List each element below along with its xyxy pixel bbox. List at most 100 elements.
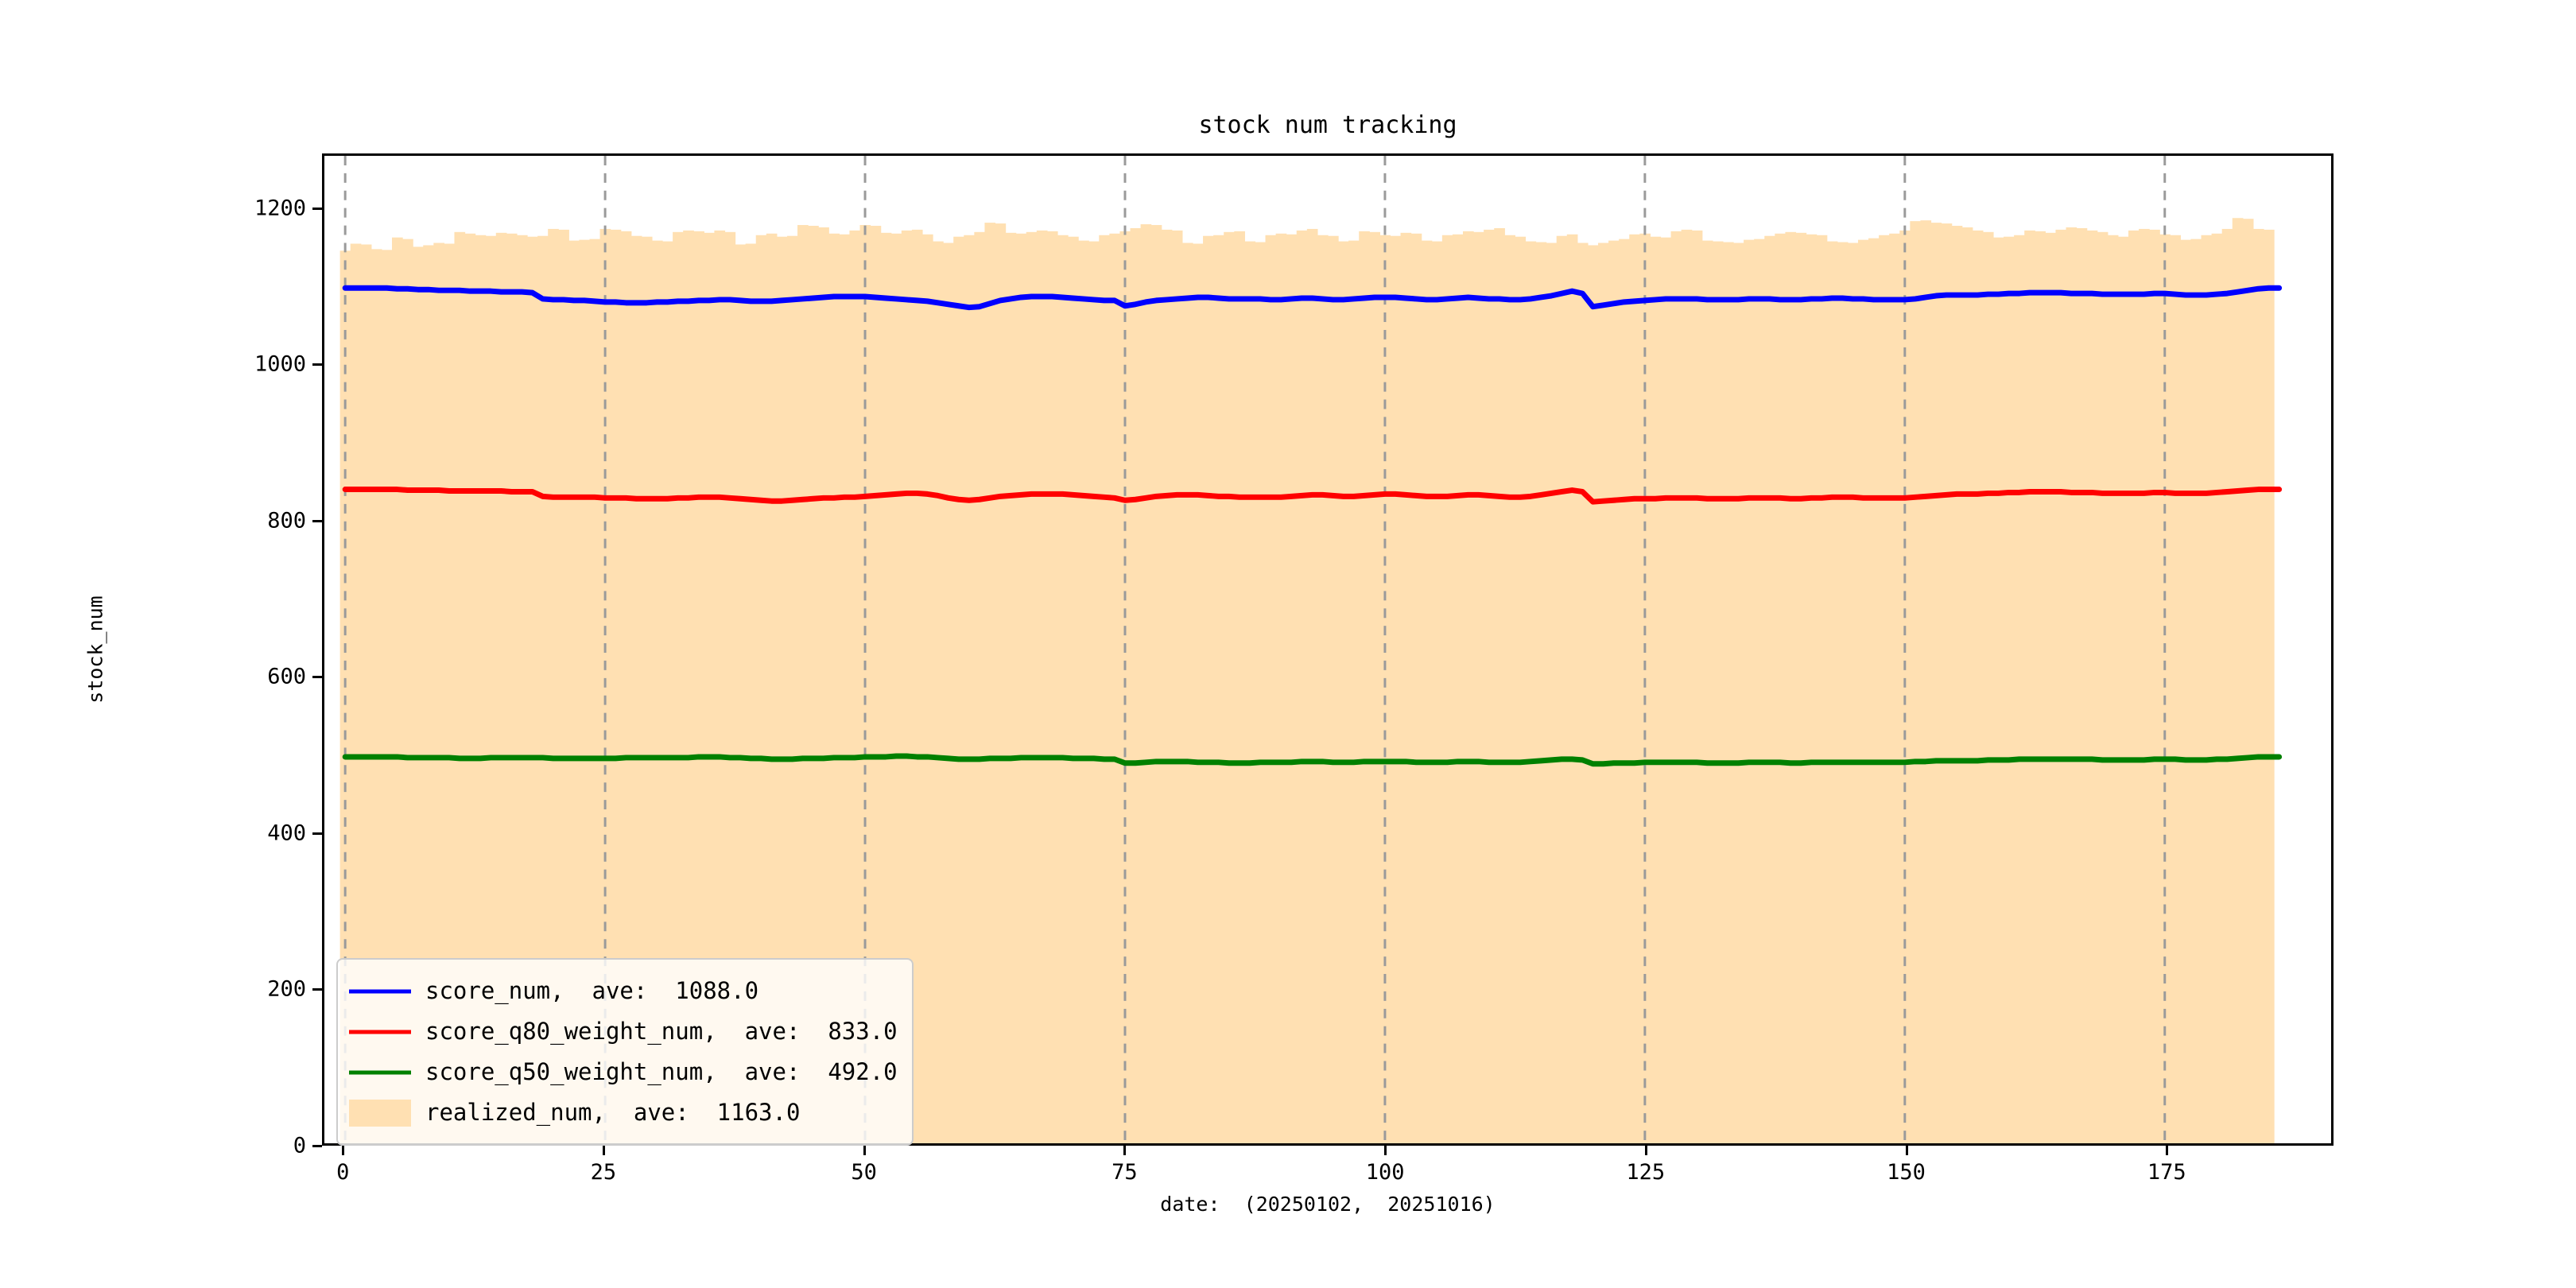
bar bbox=[808, 226, 819, 1143]
bar bbox=[995, 223, 1007, 1143]
legend-item-score-num[interactable]: score_num, ave: 1088.0 bbox=[349, 971, 898, 1011]
bar bbox=[381, 250, 393, 1143]
bar bbox=[1441, 235, 1453, 1143]
bar bbox=[423, 245, 434, 1143]
bar bbox=[1826, 241, 1838, 1143]
bar bbox=[1587, 245, 1599, 1143]
y-tick-label: 800 bbox=[267, 508, 306, 533]
bar bbox=[1566, 234, 1578, 1143]
series-line-score-q80-weight-num bbox=[342, 487, 2283, 505]
y-tick-label: 600 bbox=[267, 664, 306, 689]
y-tick-mark bbox=[312, 832, 322, 835]
bar bbox=[1629, 234, 1640, 1143]
legend-patch-icon bbox=[349, 1099, 411, 1127]
bar bbox=[444, 243, 456, 1143]
bar bbox=[1036, 230, 1048, 1143]
bar bbox=[984, 223, 996, 1143]
bar bbox=[1109, 233, 1121, 1143]
legend-line-icon bbox=[349, 980, 411, 1003]
x-tick-label: 75 bbox=[1111, 1160, 1138, 1185]
bar bbox=[641, 236, 653, 1143]
bar bbox=[1504, 235, 1515, 1143]
bar bbox=[953, 236, 964, 1143]
bar bbox=[1150, 225, 1162, 1143]
y-tick-label: 0 bbox=[293, 1133, 306, 1158]
bar bbox=[1255, 242, 1267, 1143]
bar bbox=[537, 235, 549, 1143]
bar bbox=[1161, 229, 1173, 1143]
bar bbox=[1535, 242, 1547, 1143]
bar bbox=[433, 242, 444, 1143]
legend-item-score-q80-weight-num[interactable]: score_q80_weight_num, ave: 833.0 bbox=[349, 1011, 898, 1052]
chart-title: stock num tracking bbox=[1198, 111, 1457, 139]
bar bbox=[2211, 233, 2223, 1143]
x-tick-mark bbox=[602, 1146, 605, 1155]
bar bbox=[464, 233, 476, 1143]
bar bbox=[589, 239, 601, 1143]
bar bbox=[1234, 231, 1245, 1143]
legend-label: score_q80_weight_num, ave: 833.0 bbox=[425, 1018, 898, 1045]
y-tick-label-group: 0 200 400 600 800 1000 1200 bbox=[155, 153, 306, 1158]
bar bbox=[1816, 235, 1828, 1143]
bar bbox=[683, 230, 694, 1143]
bar bbox=[673, 231, 684, 1143]
legend-label: realized_num, ave: 1163.0 bbox=[425, 1099, 801, 1126]
bar bbox=[2004, 236, 2015, 1143]
bar bbox=[1639, 233, 1651, 1143]
bar bbox=[2024, 230, 2035, 1143]
bar bbox=[1577, 242, 1589, 1143]
legend-item-score-q50-weight-num[interactable]: score_q50_weight_num, ave: 492.0 bbox=[349, 1052, 898, 1092]
bar bbox=[1847, 242, 1859, 1143]
series-line-score-q50-weight-num bbox=[342, 753, 2283, 767]
realized-num-bars bbox=[339, 218, 2275, 1143]
bar bbox=[1806, 234, 1818, 1143]
bar bbox=[1431, 241, 1443, 1143]
bar bbox=[1171, 230, 1183, 1143]
x-tick-mark bbox=[1384, 1146, 1387, 1155]
plot-canvas bbox=[339, 156, 2283, 1143]
bar bbox=[579, 239, 591, 1143]
bar bbox=[454, 231, 466, 1143]
x-tick-mark bbox=[342, 1146, 345, 1155]
y-tick-mark bbox=[312, 207, 322, 210]
x-tick-label: 25 bbox=[590, 1160, 617, 1185]
bar bbox=[1982, 231, 1994, 1143]
bar bbox=[620, 231, 632, 1143]
bar bbox=[1005, 232, 1017, 1143]
bar bbox=[1619, 239, 1630, 1143]
bar bbox=[1494, 227, 1505, 1143]
bar bbox=[921, 234, 933, 1143]
bar bbox=[1130, 227, 1142, 1143]
bar bbox=[1660, 237, 1672, 1143]
bar bbox=[745, 243, 757, 1143]
bar bbox=[1088, 241, 1100, 1143]
bar bbox=[1546, 242, 1558, 1143]
bar bbox=[1213, 235, 1224, 1143]
bar bbox=[2097, 231, 2109, 1143]
bar bbox=[1390, 235, 1402, 1143]
chart-legend[interactable]: score_num, ave: 1088.0 score_q80_weight_n… bbox=[336, 958, 914, 1146]
x-tick-mark bbox=[1644, 1146, 1647, 1155]
bar bbox=[1286, 234, 1298, 1143]
bar bbox=[776, 236, 788, 1143]
x-tick-label: 0 bbox=[336, 1160, 350, 1185]
legend-item-realized-num[interactable]: realized_num, ave: 1163.0 bbox=[349, 1092, 898, 1133]
bar bbox=[1972, 230, 1984, 1143]
bar bbox=[714, 230, 726, 1143]
bar bbox=[1910, 221, 1922, 1143]
bar bbox=[693, 231, 704, 1143]
bar bbox=[1525, 241, 1537, 1143]
bar bbox=[735, 244, 747, 1143]
bar bbox=[630, 235, 642, 1143]
bar bbox=[797, 225, 809, 1143]
bar bbox=[1026, 231, 1038, 1143]
bar bbox=[724, 231, 736, 1143]
bar bbox=[2139, 228, 2150, 1143]
bar bbox=[849, 230, 861, 1143]
bar bbox=[839, 234, 851, 1143]
bar bbox=[1140, 224, 1152, 1143]
bar bbox=[1712, 241, 1724, 1143]
bar bbox=[1463, 231, 1474, 1143]
x-axis-label: date: (20250102, 20251016) bbox=[1160, 1193, 1496, 1216]
bar bbox=[2201, 235, 2213, 1143]
